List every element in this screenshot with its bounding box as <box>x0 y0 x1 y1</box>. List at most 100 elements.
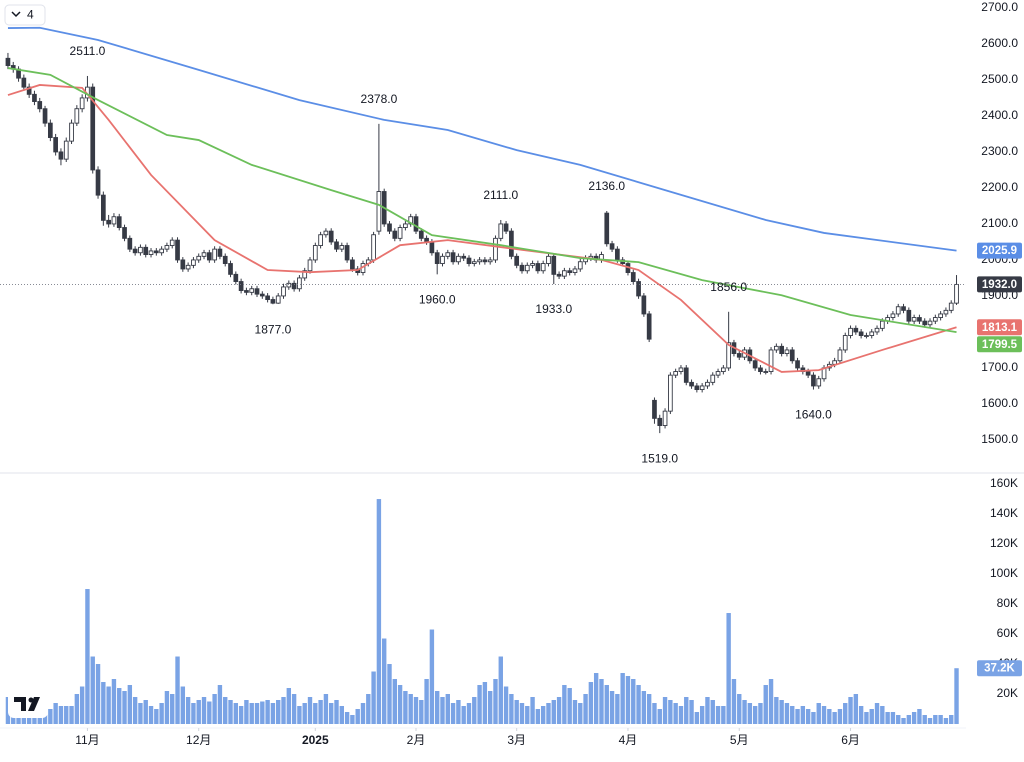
volume-bar <box>604 685 609 724</box>
volume-bar <box>117 688 122 724</box>
volume-bar <box>599 679 604 724</box>
volume-bar <box>652 703 657 724</box>
candle-body <box>927 320 933 326</box>
volume-bar <box>90 656 95 724</box>
candle-body <box>270 299 276 304</box>
candle-body <box>79 97 85 110</box>
legend-toggle[interactable]: 4 <box>4 4 46 26</box>
candle-body <box>180 259 186 270</box>
candle-body <box>461 255 467 259</box>
legend-count[interactable]: 4 <box>27 8 34 22</box>
candle-body <box>418 230 424 239</box>
chevron-icon[interactable] <box>11 11 21 18</box>
volume-bar <box>705 697 710 724</box>
price-tag-box <box>977 276 1022 293</box>
volume-bar <box>588 682 594 724</box>
candle-body <box>546 255 551 264</box>
y-tick-label: 160K <box>990 476 1018 490</box>
volume-bar <box>509 694 514 724</box>
volume-bar <box>556 697 562 724</box>
volume-bar <box>217 685 223 724</box>
volume-bar <box>853 694 859 724</box>
candle-body <box>562 270 567 277</box>
volume-bar <box>276 700 281 724</box>
candle-body <box>773 345 779 351</box>
volume-bar <box>583 694 588 724</box>
volume-bar <box>381 638 387 724</box>
candle-body <box>456 255 461 263</box>
candle-body <box>652 399 657 419</box>
candle-body <box>811 374 816 387</box>
volume-bar <box>917 709 922 724</box>
candle-body <box>413 216 419 232</box>
candle-body <box>911 317 917 322</box>
candle-body <box>938 313 943 318</box>
candle-body <box>530 263 535 266</box>
volume-bar <box>387 664 392 724</box>
candle-body <box>514 255 520 266</box>
candle-body <box>784 349 790 354</box>
volume-bar <box>339 706 345 724</box>
volume-bar <box>631 679 636 724</box>
candle-body <box>281 286 286 297</box>
candle-body <box>768 349 774 373</box>
volume-bar <box>832 712 837 724</box>
volume-bar <box>424 679 429 724</box>
candle-body <box>371 234 376 261</box>
candle-body <box>5 57 11 66</box>
volume-bar <box>318 700 323 724</box>
volume-bar <box>207 701 212 724</box>
candle-body <box>715 371 721 376</box>
candle-body <box>641 295 647 315</box>
price-annotation: 2511.0 <box>70 44 106 58</box>
volume-bar <box>710 700 715 724</box>
candle-body <box>339 245 345 250</box>
volume-bar <box>360 703 366 724</box>
candle-body <box>683 367 689 383</box>
candle-body <box>879 320 885 329</box>
candle-body <box>678 367 684 373</box>
logo-mark[interactable] <box>28 697 40 711</box>
volume-bar <box>307 697 313 724</box>
candle-body <box>842 335 848 351</box>
tradingview-logo[interactable] <box>8 690 48 718</box>
volume-bar <box>355 709 360 724</box>
volume-bar <box>758 703 763 724</box>
candle-body <box>922 320 928 326</box>
candle-body <box>837 349 843 362</box>
volume-bar <box>302 703 307 724</box>
volume-bar <box>540 706 546 724</box>
legend-toggle-box[interactable] <box>4 4 46 26</box>
volume-bar <box>620 673 625 724</box>
volume-bar <box>943 718 949 724</box>
candle-body <box>63 140 69 160</box>
price-tag-box <box>977 319 1022 336</box>
x-tick-label: 2月 <box>407 733 426 747</box>
volume-bar <box>572 700 578 724</box>
candle-body <box>26 86 32 95</box>
volume-bar <box>101 682 106 724</box>
volume-bar <box>699 706 705 724</box>
volume-bar <box>477 685 482 724</box>
volume-bar <box>260 701 265 724</box>
candle-body <box>779 345 784 354</box>
volume-bar <box>223 697 228 724</box>
volume-bar <box>525 706 530 724</box>
volume-bar <box>376 499 382 724</box>
volume-bar <box>371 671 376 724</box>
moving-average-line <box>7 67 957 334</box>
volume-bar <box>238 706 244 724</box>
x-tick-label: 5月 <box>730 733 749 747</box>
candle-body <box>705 381 710 387</box>
volume-bar <box>487 691 493 724</box>
volume-bar <box>48 709 53 724</box>
logo-box[interactable] <box>8 690 48 718</box>
y-tick-label: 2500.0 <box>981 72 1018 86</box>
logo-mark[interactable] <box>14 697 26 711</box>
volume-bar <box>848 697 853 724</box>
candle-body <box>397 227 403 239</box>
candle-body <box>95 169 101 196</box>
volume-bar <box>562 685 567 724</box>
